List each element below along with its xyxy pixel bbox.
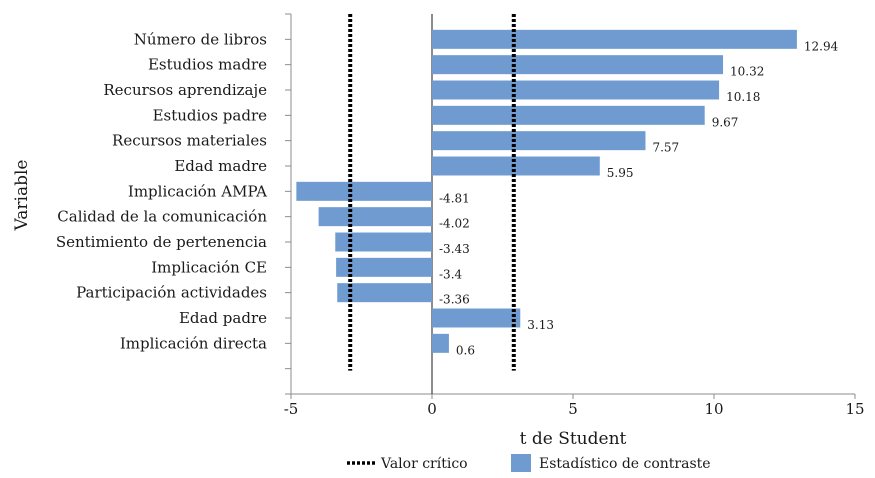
bar-value-label: 3.13 xyxy=(527,318,554,332)
category-label: Implicación CE xyxy=(151,258,267,276)
bar xyxy=(432,333,449,353)
category-label: Implicación AMPA xyxy=(128,182,267,200)
bar-value-label: 7.57 xyxy=(652,141,679,155)
legend-bar-label: Estadístico de contraste xyxy=(539,456,711,472)
category-label: Estudios padre xyxy=(153,106,268,124)
category-label: Implicación directa xyxy=(120,334,267,352)
bar-value-label: 10.18 xyxy=(726,90,760,104)
bar xyxy=(432,55,724,75)
y-axis-title: Variable xyxy=(12,160,32,232)
bar-value-label: 10.32 xyxy=(730,65,764,79)
bar xyxy=(335,232,432,252)
x-axis-title: t de Student xyxy=(520,429,627,449)
x-tick-label: 5 xyxy=(568,400,578,418)
bar xyxy=(432,29,797,49)
bar-value-label: -4.81 xyxy=(439,191,470,205)
category-label: Número de libros xyxy=(134,30,267,48)
bar-value-label: -3.43 xyxy=(439,242,470,256)
category-label: Edad padre xyxy=(179,309,267,327)
bar-value-label: 5.95 xyxy=(607,166,634,180)
bar-value-label: -3.36 xyxy=(439,293,470,307)
bar xyxy=(432,131,646,151)
category-label: Sentimiento de pertenencia xyxy=(56,233,267,251)
bar xyxy=(336,257,432,277)
bar xyxy=(337,283,432,303)
bar xyxy=(432,156,600,176)
category-label: Recursos materiales xyxy=(112,132,267,150)
x-tick-label: 0 xyxy=(427,400,437,418)
legend-bar-swatch xyxy=(511,454,531,472)
bar-value-label: 0.6 xyxy=(456,343,475,357)
category-label: Participación actividades xyxy=(76,284,267,302)
x-tick-label: 15 xyxy=(845,400,864,418)
bar xyxy=(432,308,521,328)
bar xyxy=(296,181,432,201)
x-tick-label: 10 xyxy=(704,400,723,418)
bar-value-label: 12.94 xyxy=(804,39,839,53)
bar xyxy=(318,207,432,227)
x-tick-label: -5 xyxy=(284,400,299,418)
category-label: Estudios madre xyxy=(148,56,267,74)
legend-critical-label: Valor crítico xyxy=(380,456,468,472)
bar xyxy=(432,105,705,125)
bar-value-label: -3.4 xyxy=(439,267,463,281)
bar xyxy=(432,80,720,100)
bar-value-label: -4.02 xyxy=(439,217,470,231)
category-label: Recursos aprendizaje xyxy=(103,81,267,99)
category-label: Calidad de la comunicación xyxy=(57,208,267,226)
category-label: Edad madre xyxy=(174,157,267,175)
bar-value-label: 9.67 xyxy=(712,115,739,129)
